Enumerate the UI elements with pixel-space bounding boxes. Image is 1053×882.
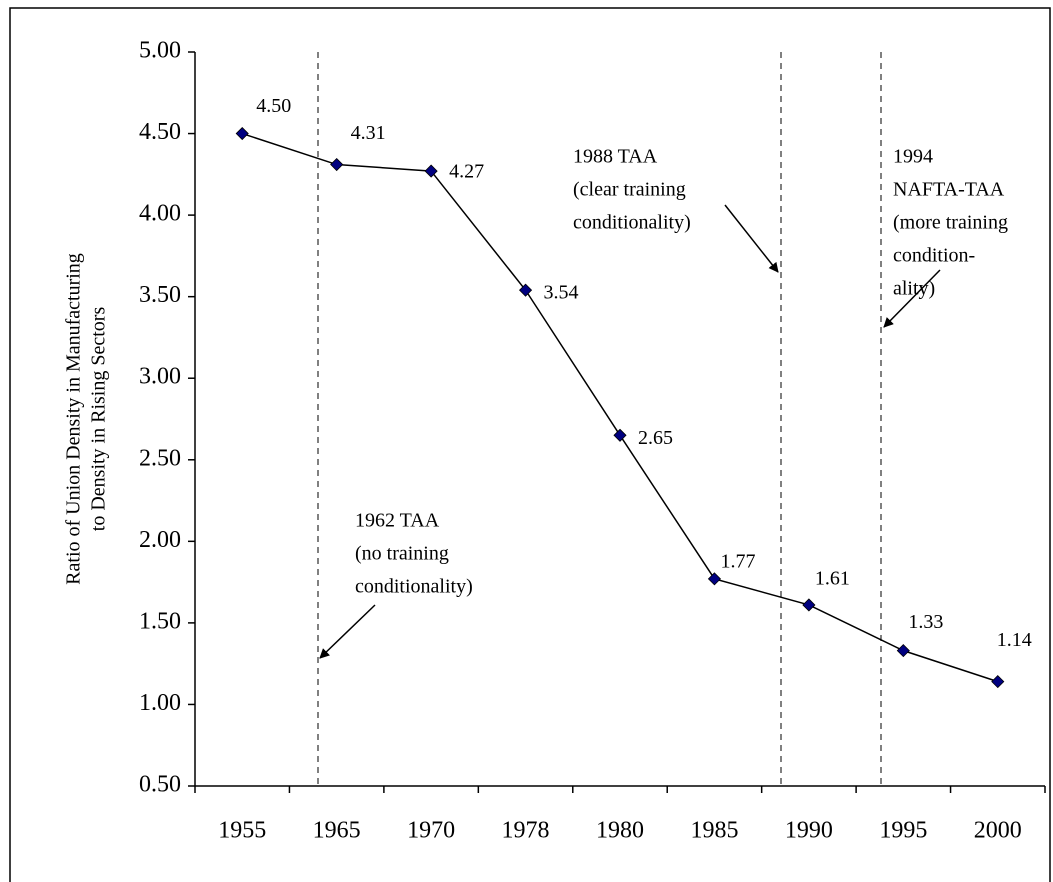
y-tick-label: 2.00: [139, 527, 181, 553]
arrow: [883, 269, 941, 328]
annotation: 1988 TAA: [573, 146, 658, 168]
y-tick-label: 1.50: [139, 608, 181, 634]
y-tick-label: 3.50: [139, 282, 181, 308]
y-tick-label: 4.00: [139, 201, 181, 227]
value-label: 3.54: [544, 282, 579, 304]
point: [330, 157, 344, 172]
arrow: [319, 604, 376, 659]
point: [613, 428, 627, 442]
y-axis-label: Ratio of Union Density in Manufacturing: [63, 253, 85, 585]
point: [518, 283, 533, 297]
y-tick-label: 4.50: [139, 119, 181, 145]
x-tick-label: 2000: [974, 818, 1022, 844]
annotation: conditionality): [573, 212, 691, 234]
point: [424, 164, 438, 178]
y-tick-label: 2.50: [139, 445, 181, 471]
x-tick-label: 1955: [218, 818, 266, 844]
frame: [9, 7, 1051, 882]
annotation: NAFTA-TAA: [893, 179, 1005, 201]
annotation: conditionality): [355, 576, 473, 598]
value-label: 4.27: [449, 161, 484, 183]
value-label: 1.61: [815, 568, 850, 590]
point: [802, 598, 816, 612]
x-tick-label: 1970: [407, 818, 455, 844]
annotation: (no training: [355, 543, 449, 565]
value-label: 1.14: [997, 629, 1032, 651]
y-tick-label: 3.00: [139, 364, 181, 390]
y-tick-label: 0.50: [139, 772, 181, 798]
y-axis-label: to Density in Rising Sectors: [88, 307, 110, 532]
annotation: 1994: [893, 146, 933, 168]
x-tick-label: 1990: [785, 818, 833, 844]
annotation: (more training: [893, 212, 1008, 234]
value-label: 4.31: [351, 122, 386, 144]
x-tick-label: 1980: [596, 818, 644, 844]
point: [707, 572, 722, 586]
point: [991, 675, 1005, 689]
point: [896, 644, 910, 658]
x-tick-label: 1978: [502, 818, 550, 844]
y-tick-label: 5.00: [139, 38, 181, 64]
annotation: ality): [893, 278, 935, 300]
y-tick-label: 1.00: [139, 690, 181, 716]
annotation: condition-: [893, 245, 975, 267]
value-label: 1.33: [908, 611, 943, 633]
x-tick-label: 1965: [313, 818, 361, 844]
value-label: 2.65: [638, 427, 673, 449]
annotation: 1962 TAA: [355, 510, 440, 532]
x-tick-label: 1985: [690, 818, 738, 844]
value-label: 4.50: [256, 95, 291, 117]
value-label: 1.77: [720, 550, 755, 572]
point: [235, 126, 249, 141]
arrow: [724, 204, 779, 273]
annotation: (clear training: [573, 179, 686, 201]
x-tick-label: 1995: [879, 818, 927, 844]
